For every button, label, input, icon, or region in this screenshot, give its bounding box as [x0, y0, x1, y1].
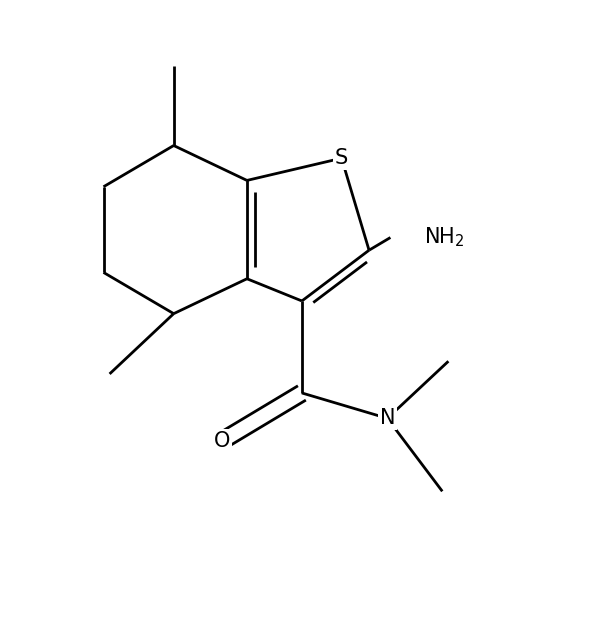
- Text: N: N: [379, 408, 395, 428]
- Text: S: S: [335, 148, 348, 168]
- Text: NH$_2$: NH$_2$: [424, 226, 464, 250]
- Text: O: O: [214, 431, 231, 451]
